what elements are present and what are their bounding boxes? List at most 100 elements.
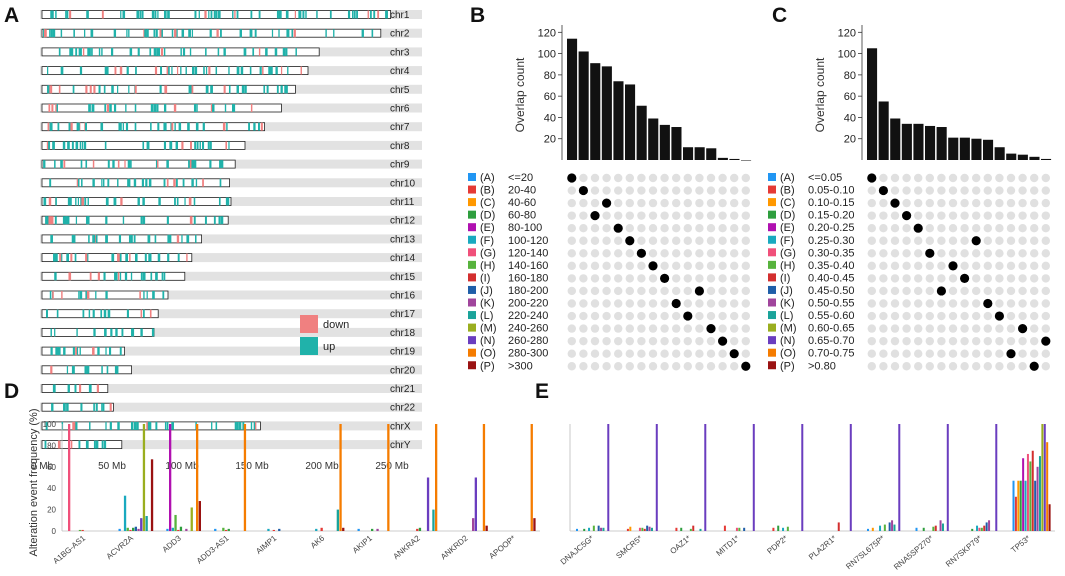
expression-mark [104,141,107,150]
expression-mark [134,421,137,430]
matrix-dot [995,286,1004,296]
matrix-dot [960,211,969,220]
set-range-label: 60-80 [508,210,536,222]
legend-label: up [323,341,335,353]
expression-mark [92,309,95,318]
matrix-dot [660,173,669,183]
matrix-dot [602,324,611,333]
chromosome-map-panel: chr1 chr2 chr3 chr4 chr5 chr6 chr7 chr8 chr9 chr1… [31,10,422,472]
expression-mark [191,85,194,94]
set-swatch [768,198,776,207]
alteration-bar [777,525,780,531]
expression-mark [150,122,152,131]
expression-mark [89,421,91,430]
expression-mark [148,178,152,187]
expression-mark [373,10,376,19]
matrix-dot [648,299,658,308]
matrix-dot [925,336,934,346]
alteration-bar [898,424,901,531]
expression-mark [250,104,253,112]
set-range-label: 0.05-0.10 [808,185,854,197]
set-letter: (A) [480,172,495,184]
expression-mark [100,309,103,318]
matrix-dot [914,274,923,283]
matrix-dot [683,211,692,220]
expression-mark [194,141,197,150]
expression-mark [195,122,199,131]
expression-mark [118,253,122,262]
set-swatch [468,185,476,194]
expression-mark [193,160,197,169]
y-axis-title: Overlap count [513,57,527,132]
matrix-dot [718,274,727,283]
expression-mark [84,197,87,206]
matrix-dot [730,274,739,283]
expression-mark [120,10,122,19]
expression-mark [84,365,87,374]
expression-mark [48,104,51,112]
matrix-dot [972,224,981,233]
expression-mark [142,216,146,225]
matrix-dot [637,211,646,220]
alteration-bar [786,526,789,531]
set-letter: (P) [780,360,795,372]
expression-mark [202,122,205,131]
set-swatch [768,285,776,294]
matrix-dot [590,249,600,258]
matrix-dot-active [683,311,693,321]
category-label: SMCR5* [614,534,644,561]
alteration-bar [641,527,644,531]
matrix-dot [867,299,876,308]
alteration-bar [985,522,988,531]
matrix-dot [672,236,681,245]
matrix-dot [867,211,876,220]
expression-mark [150,104,154,112]
set-range-label: 200-220 [508,298,548,310]
matrix-dot [660,349,669,358]
expression-mark [44,197,47,206]
matrix-dot [718,286,727,296]
matrix-dot [925,362,934,371]
expression-mark [207,141,209,150]
y-tick-label: 40 [544,112,556,124]
matrix-dot-active [925,248,935,258]
alteration-bar [435,424,438,531]
matrix-dot [867,311,876,321]
matrix-dot [960,198,969,208]
matrix-dot [648,311,658,321]
matrix-dot [890,299,900,308]
chromosome-ideogram [41,290,169,300]
expression-mark [130,272,133,281]
matrix-dot [614,198,623,208]
matrix-dot [902,274,911,283]
matrix-dot [937,173,946,183]
alteration-bar [227,528,230,531]
set-range-label: 0.50-0.55 [808,298,854,310]
expression-mark [117,160,120,169]
expression-mark [75,141,79,150]
category-label: ADD3-AS1 [195,533,231,565]
expression-mark [163,104,166,112]
expression-mark [146,421,149,430]
matrix-dot [741,299,750,308]
matrix-dot [1006,211,1016,220]
matrix-dot [637,299,646,308]
expression-mark [68,122,72,131]
overlap-bar [706,148,717,160]
matrix-dot [590,198,600,208]
expression-mark [284,85,287,94]
matrix-dot [614,249,623,258]
expression-mark [78,291,80,299]
expression-mark [80,197,83,206]
matrix-dot [741,186,750,195]
expression-mark [199,141,201,150]
matrix-dot [648,186,658,195]
expression-mark [367,10,369,19]
matrix-dot [983,211,992,220]
matrix-dot [948,211,958,220]
matrix-dot [948,336,958,346]
matrix-dot [1041,261,1051,271]
matrix-dot [1006,236,1016,245]
matrix-dot-active [718,336,728,346]
expression-mark [82,309,85,318]
